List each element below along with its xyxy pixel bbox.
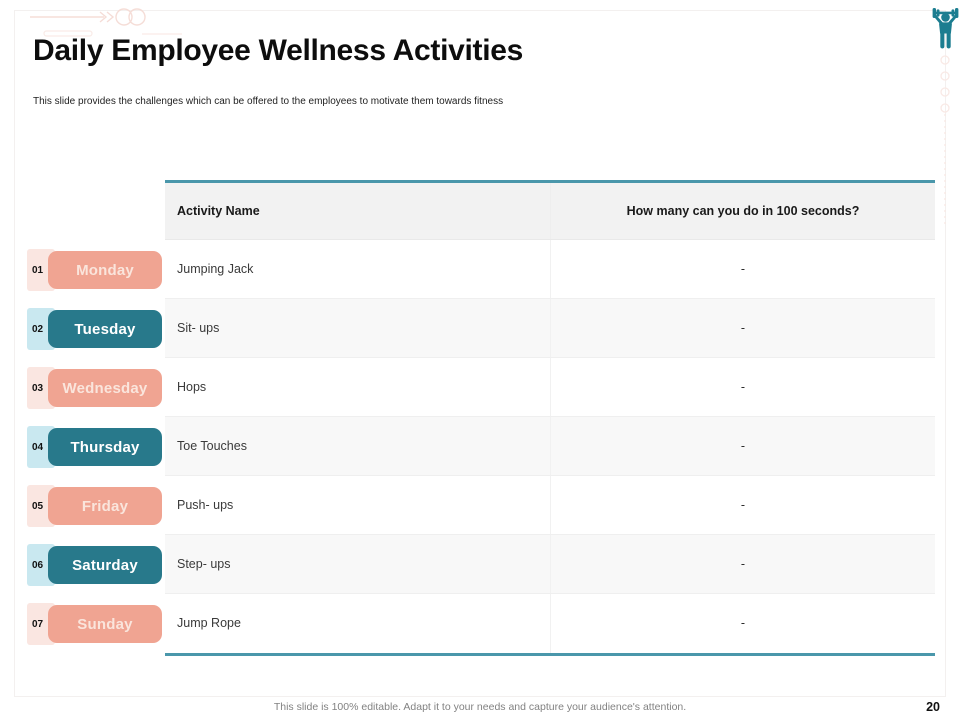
table-row: Jump Rope -: [165, 594, 935, 653]
activity-name-cell: Hops: [165, 358, 551, 416]
activity-value-cell: -: [740, 262, 746, 276]
page-title: Daily Employee Wellness Activities: [33, 34, 524, 67]
decorative-dots: [940, 55, 950, 227]
activity-value-cell: -: [740, 380, 746, 394]
day-badge: 03 Wednesday: [27, 359, 165, 418]
activity-name-cell: Jumping Jack: [165, 240, 551, 298]
day-badge: 02 Tuesday: [27, 300, 165, 359]
table-body: Jumping Jack - Sit- ups - Hops - Toe Tou…: [165, 240, 935, 653]
column-header-how-many: How many can you do in 100 seconds?: [626, 204, 860, 218]
decorative-doodle: [30, 8, 182, 37]
activity-name-cell: Jump Rope: [165, 594, 551, 653]
day-badge: 07 Sunday: [27, 595, 165, 654]
day-badges: 01 Monday 02 Tuesday 03 Wednesday 04 Thu…: [27, 241, 165, 654]
day-number: 05: [31, 500, 44, 512]
day-badge: 06 Saturday: [27, 536, 165, 595]
page-subtitle: This slide provides the challenges which…: [33, 96, 504, 107]
table-row: Sit- ups -: [165, 299, 935, 358]
activities-table: Activity Name How many can you do in 100…: [165, 180, 935, 656]
day-pill: Tuesday: [48, 310, 162, 348]
day-pill: Thursday: [48, 428, 162, 466]
day-pill: Friday: [48, 487, 162, 525]
day-badge: 04 Thursday: [27, 418, 165, 477]
activity-name-cell: Sit- ups: [165, 299, 551, 357]
activity-name-cell: Push- ups: [165, 476, 551, 534]
weightlifter-icon: [932, 8, 959, 49]
day-number: 06: [31, 559, 44, 571]
table-row: Toe Touches -: [165, 417, 935, 476]
footer-note: This slide is 100% editable. Adapt it to…: [273, 701, 687, 713]
activity-name-cell: Step- ups: [165, 535, 551, 593]
day-pill: Sunday: [48, 605, 162, 643]
day-pill: Saturday: [48, 546, 162, 584]
table-row: Jumping Jack -: [165, 240, 935, 299]
activity-value-cell: -: [740, 321, 746, 335]
column-header-activity-name: Activity Name: [165, 183, 551, 239]
activity-value-cell: -: [740, 616, 746, 630]
activity-value-cell: -: [740, 557, 746, 571]
activity-value-cell: -: [740, 498, 746, 512]
activity-value-cell: -: [740, 439, 746, 453]
day-pill: Monday: [48, 251, 162, 289]
day-badge: 05 Friday: [27, 477, 165, 536]
day-number: 03: [31, 382, 44, 394]
day-pill: Wednesday: [48, 369, 162, 407]
slide-frame: [14, 10, 946, 697]
day-badge: 01 Monday: [27, 241, 165, 300]
table-row: Step- ups -: [165, 535, 935, 594]
page-number: 20: [926, 700, 940, 714]
activity-name-cell: Toe Touches: [165, 417, 551, 475]
table-row: Push- ups -: [165, 476, 935, 535]
table-row: Hops -: [165, 358, 935, 417]
day-number: 02: [31, 323, 44, 335]
day-number: 04: [31, 441, 44, 453]
day-number: 07: [31, 618, 44, 630]
table-header: Activity Name How many can you do in 100…: [165, 183, 935, 240]
day-number: 01: [31, 264, 44, 276]
